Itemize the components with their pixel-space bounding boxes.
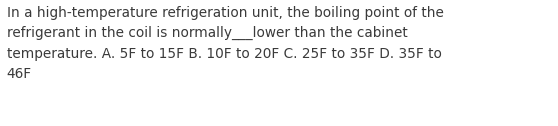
Text: In a high-temperature refrigeration unit, the boiling point of the
refrigerant i: In a high-temperature refrigeration unit…: [7, 6, 444, 81]
